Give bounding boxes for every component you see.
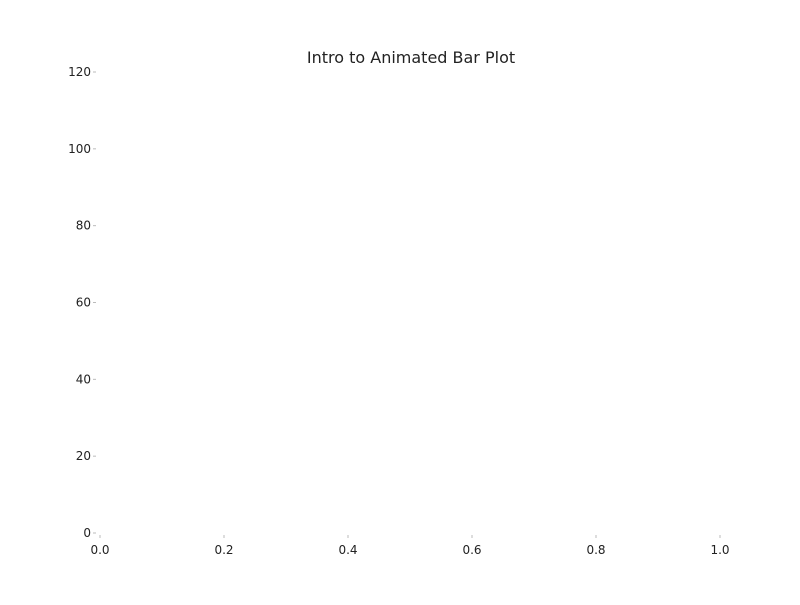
y-tick-label: 0 [83,526,91,540]
y-tick-label: 20 [76,449,91,463]
x-tick-label: 0.6 [462,543,481,557]
y-axis: 0 20 40 60 80 100 120 [68,65,96,540]
x-axis: 0.0 0.2 0.4 0.6 0.8 1.0 [90,535,730,557]
x-tick-label: 0.0 [90,543,109,557]
y-tick-label: 100 [68,142,91,156]
y-tick-label: 60 [76,296,91,310]
y-tick-label: 40 [76,372,91,386]
x-tick-label: 0.4 [338,543,357,557]
x-tick-label: 1.0 [710,543,729,557]
chart-title: Intro to Animated Bar Plot [307,48,515,67]
x-tick-label: 0.2 [214,543,233,557]
y-tick-label: 80 [76,219,91,233]
x-tick-label: 0.8 [586,543,605,557]
y-tick-label: 120 [68,65,91,79]
